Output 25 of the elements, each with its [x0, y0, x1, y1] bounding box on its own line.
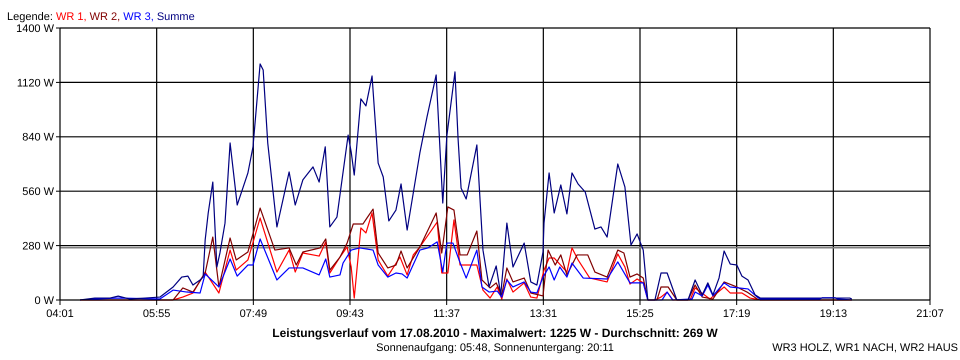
- text: Summe: [156, 11, 195, 23]
- y-tick-label: 280 W: [22, 240, 55, 252]
- x-tick-label: 21:07: [916, 308, 944, 320]
- x-tick-label: 11:37: [433, 308, 460, 320]
- text: WR3 HOLZ, WR1 NACH, WR2 HAUS: [772, 342, 958, 354]
- x-tick-label: 07:49: [240, 308, 268, 320]
- text: WR 1,: [56, 11, 90, 23]
- y-tick-label: 560 W: [22, 186, 55, 198]
- y-tick-label: 840 W: [22, 132, 55, 144]
- legend-title: Legende:: [7, 11, 56, 23]
- y-tick-label: 0 W: [34, 294, 55, 307]
- x-tick-label: 17:19: [722, 308, 750, 320]
- x-tick-label: 04:01: [46, 308, 74, 320]
- y-tick-label: 1120 W: [16, 77, 55, 90]
- x-tick-label: 05:55: [142, 308, 170, 320]
- x-tick-label: 19:13: [820, 308, 848, 320]
- x-tick-label: 13:31: [530, 308, 558, 320]
- text: Sonnenaufgang: 05:48, Sonnenuntergang: 20:11: [376, 342, 614, 354]
- line-series: [79, 63, 852, 301]
- y-tick-label: 1400 W: [16, 22, 55, 35]
- x-tick-label: 09:43: [336, 308, 364, 320]
- text: WR 2,: [90, 11, 124, 23]
- text: WR 3,: [123, 11, 157, 23]
- x-tick-label: 15:25: [626, 308, 654, 320]
- text: Leistungsverlauf vom 17.08.2010 - Maximalwert: 1225 W - Durchschnitt: 269 W: [272, 326, 718, 340]
